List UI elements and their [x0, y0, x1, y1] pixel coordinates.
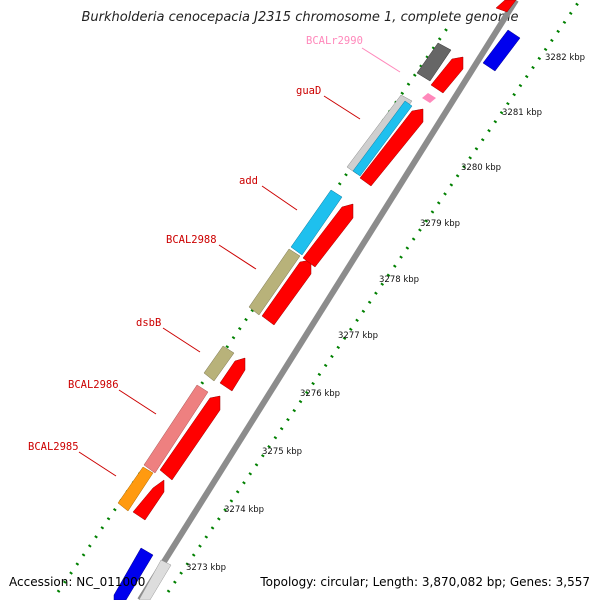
genome-backbone — [137, 0, 519, 600]
gene-label-dsbb: dsbB — [136, 317, 161, 329]
page-title: Burkholderia cenocepacia J2315 chromosom… — [81, 10, 519, 25]
scale-label: 3274 kbp — [224, 505, 264, 515]
feature-bcal2985-orange — [117, 466, 154, 512]
leader-lines — [78, 47, 401, 477]
feature-bcal2986-cds — [159, 395, 221, 481]
gene-labels: BCALr2990 guaD add BCAL2988 dsbB BCAL298… — [28, 35, 363, 453]
scale-label: 3275 kbp — [262, 447, 302, 457]
scale-label: 3273 kbp — [186, 563, 226, 573]
leader-dsbb — [162, 327, 201, 353]
feature-bcal2988-cds — [261, 259, 312, 326]
feature-bcalr2990-darkgray — [416, 42, 452, 82]
forward-strand-features — [132, 0, 517, 521]
feature-top-right-cds — [495, 0, 517, 13]
scale-labels: 3273 kbp 3274 kbp 3275 kbp 3276 kbp 3277… — [186, 53, 585, 573]
leader-add — [261, 185, 298, 211]
feature-bottom-gray — [138, 559, 172, 600]
scale-label: 3276 kbp — [300, 389, 340, 399]
scale-label: 3279 kbp — [420, 219, 460, 229]
scale-label: 3277 kbp — [338, 331, 378, 341]
feature-add-cyan — [290, 189, 343, 256]
feature-bcal2986-salmon — [143, 384, 209, 474]
leader-bcal2988 — [218, 244, 257, 270]
reverse-strand-features — [113, 29, 521, 600]
leader-bcal2985 — [78, 451, 117, 477]
feature-bcalr2990-cds — [430, 56, 464, 94]
leader-bcalr2990 — [361, 47, 401, 73]
feature-bottom-blue — [113, 547, 154, 600]
feature-top-blue — [482, 29, 521, 72]
gene-label-guad: guaD — [296, 85, 321, 97]
feature-bcal2985-cds — [132, 479, 165, 521]
scale-label: 3278 kbp — [379, 275, 419, 285]
genome-summary-text: Topology: circular; Length: 3,870,082 bp… — [260, 575, 590, 589]
feature-guad-cyan — [352, 100, 413, 177]
scale-label: 3281 kbp — [502, 108, 542, 118]
gene-label-bcal2988: BCAL2988 — [166, 234, 217, 246]
feature-bcalr2990-pink — [422, 93, 436, 103]
leader-bcal2986 — [118, 389, 157, 415]
feature-dsbb-olive — [203, 345, 235, 382]
gene-label-bcal2985: BCAL2985 — [28, 441, 79, 453]
gene-label-add: add — [239, 175, 258, 187]
scale-label: 3280 kbp — [461, 163, 501, 173]
feature-guad-cds — [359, 108, 424, 187]
scale-label: 3282 kbp — [545, 53, 585, 63]
feature-add-cds — [302, 203, 354, 268]
gene-label-bcalr2990: BCALr2990 — [306, 35, 363, 47]
outer-tick-track — [166, 0, 582, 593]
accession-text: Accession: NC_011000 — [9, 575, 146, 589]
gene-label-bcal2986: BCAL2986 — [68, 379, 119, 391]
leader-guad — [323, 95, 361, 120]
feature-dsbb-cds — [219, 357, 246, 392]
feature-bcal2988-olive — [248, 248, 301, 316]
